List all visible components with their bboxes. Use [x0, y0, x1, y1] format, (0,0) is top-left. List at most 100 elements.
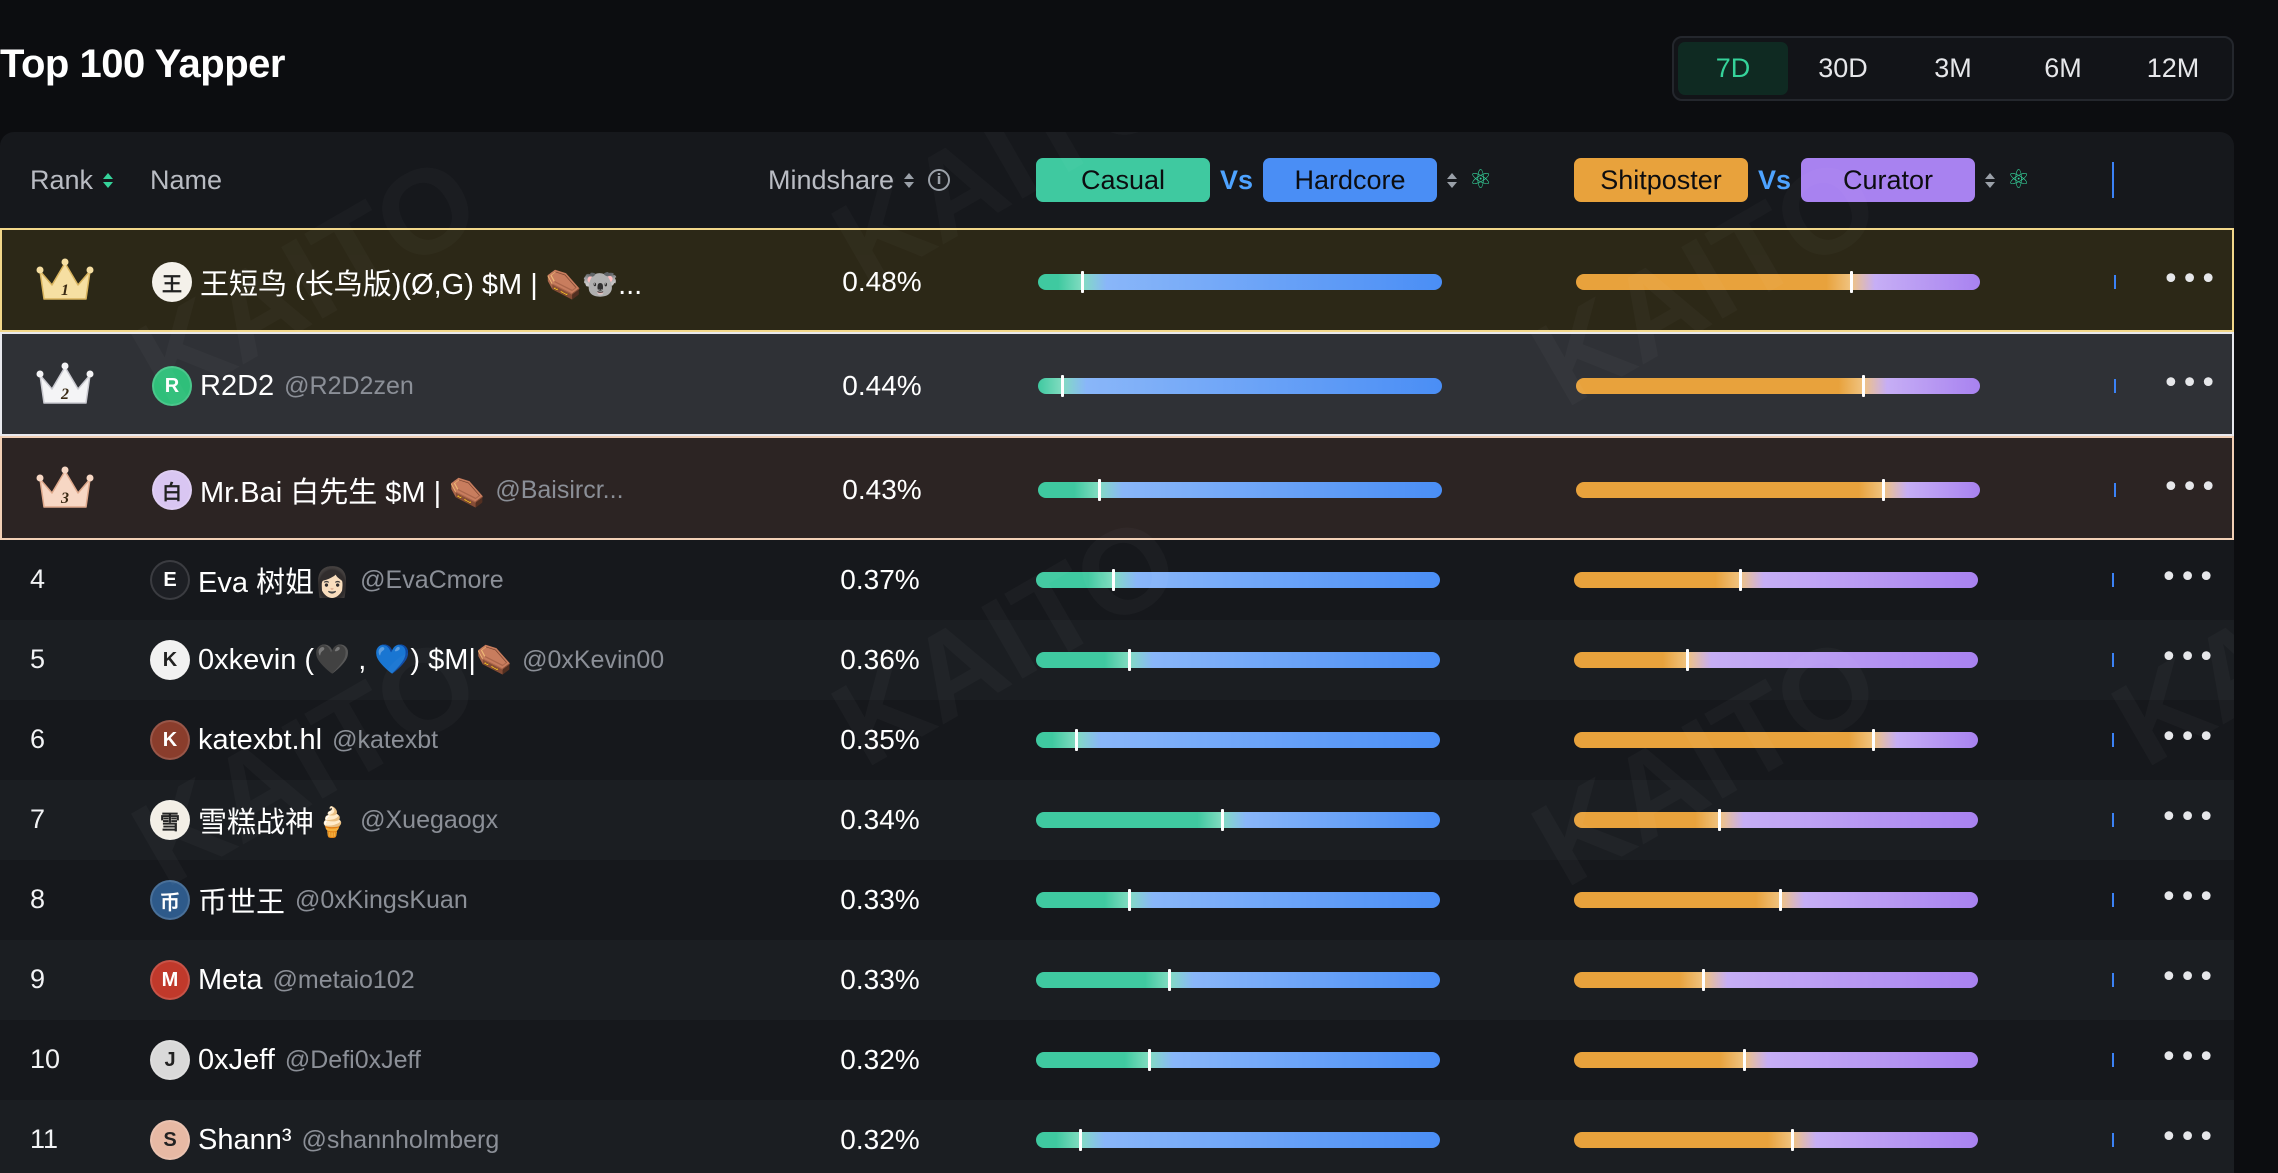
mindshare-column-header[interactable]: Mindshare i	[768, 132, 951, 228]
display-name[interactable]: Mr.Bai 白先生 $M | ⚰️	[200, 477, 486, 509]
user-name-cell[interactable]: 币币世王 @0xKingsKuan	[150, 879, 468, 921]
display-name[interactable]: 0xkevin (🖤 , 💙) $M|⚰️	[198, 644, 513, 676]
display-name[interactable]: Meta	[198, 963, 263, 996]
bar-marker	[1168, 969, 1172, 991]
avatar[interactable]: K	[150, 640, 190, 680]
period-tab-3m[interactable]: 3M	[1934, 53, 1972, 83]
table-row[interactable]: 4 E Eva 树姐👩🏻 @EvaCmore 0.37% •••	[0, 540, 2234, 620]
user-handle[interactable]: @katexbt	[332, 725, 439, 754]
user-handle[interactable]: @metaio102	[272, 965, 415, 994]
rank-column-header[interactable]: Rank	[30, 132, 114, 228]
avatar[interactable]: K	[150, 720, 190, 760]
avatar[interactable]: 白	[152, 470, 192, 510]
mindshare-value: 0.32%	[840, 1044, 920, 1075]
info-icon[interactable]: i	[928, 169, 951, 191]
table-row[interactable]: 1 王王短鸟 (长鸟版)(Ø,G) $M | ⚰️🐨... 0.48% •••	[0, 228, 2234, 332]
more-options-icon[interactable]: •••	[2162, 470, 2219, 505]
more-options-icon[interactable]: •••	[2160, 960, 2217, 995]
avatar[interactable]: R	[152, 366, 192, 406]
table-row[interactable]: 7 雪雪糕战神🍦 @Xuegaogx 0.34% •••	[0, 780, 2234, 860]
sort-icon[interactable]	[904, 172, 915, 188]
shitposter-curator-column-header[interactable]: Shitposter Vs Curator ⚛	[1574, 132, 2030, 228]
user-handle[interactable]: @shannholmberg	[301, 1125, 500, 1154]
bar-marker	[1148, 1049, 1152, 1071]
table-row[interactable]: 11 S Shann³ @shannholmberg 0.32% •••	[0, 1100, 2234, 1173]
display-name[interactable]: 币世王	[198, 887, 286, 919]
shitposter-curator-bar	[1574, 969, 1978, 991]
bar-marker	[1127, 649, 1131, 671]
shitposter-curator-bar	[1574, 569, 1978, 591]
display-name[interactable]: 雪糕战神🍦	[198, 807, 351, 839]
rank-number: 7	[30, 804, 46, 834]
more-options-icon[interactable]: •••	[2160, 880, 2217, 915]
display-name[interactable]: 王短鸟 (长鸟版)(Ø,G) $M | ⚰️🐨...	[200, 269, 643, 301]
more-options-icon[interactable]: •••	[2160, 800, 2217, 835]
avatar[interactable]: M	[150, 960, 190, 1000]
avatar[interactable]: 雪	[150, 800, 190, 840]
atom-icon[interactable]: ⚛	[2007, 165, 2031, 195]
period-tab-7d[interactable]: 7D	[1678, 42, 1788, 95]
user-name-cell[interactable]: 雪雪糕战神🍦 @Xuegaogx	[150, 799, 498, 841]
avatar[interactable]: S	[150, 1120, 190, 1160]
casual-hardcore-column-header[interactable]: Casual Vs Hardcore ⚛	[1036, 132, 1492, 228]
user-name-cell[interactable]: S Shann³ @shannholmberg	[150, 1119, 499, 1161]
user-name-cell[interactable]: M Meta @metaio102	[150, 959, 415, 1001]
display-name[interactable]: R2D2	[200, 369, 275, 402]
column-divider	[2112, 733, 2114, 747]
more-options-icon[interactable]: •••	[2162, 262, 2219, 297]
bar-marker	[1738, 569, 1742, 591]
table-row[interactable]: 10 J 0xJeff @Defi0xJeff 0.32% •••	[0, 1020, 2234, 1100]
table-row[interactable]: 5 K 0xkevin (🖤 , 💙) $M|⚰️ @0xKevin00 0.36% ••…	[0, 620, 2234, 700]
display-name[interactable]: Eva 树姐👩🏻	[198, 567, 351, 599]
more-options-icon[interactable]: •••	[2162, 366, 2219, 401]
casual-pill: Casual	[1036, 158, 1210, 202]
sort-icon[interactable]	[1985, 172, 1996, 188]
display-name[interactable]: Shann³	[198, 1123, 292, 1156]
user-name-cell[interactable]: 白 Mr.Bai 白先生 $M | ⚰️ @Baisircr...	[152, 469, 624, 511]
rank-number: 4	[30, 564, 46, 594]
user-handle[interactable]: @Baisircr...	[495, 475, 624, 504]
more-options-icon[interactable]: •••	[2160, 720, 2217, 755]
more-options-icon[interactable]: •••	[2160, 1040, 2217, 1075]
more-options-icon[interactable]: •••	[2160, 640, 2217, 675]
sort-icon[interactable]	[1447, 172, 1458, 188]
period-tab-30d[interactable]: 30D	[1818, 53, 1868, 83]
display-name[interactable]: katexbt.hl	[198, 723, 323, 756]
avatar[interactable]: E	[150, 560, 190, 600]
user-handle[interactable]: @0xKevin00	[522, 645, 665, 674]
table-row[interactable]: 2 R R2D2 @R2D2zen 0.44% •••	[0, 332, 2234, 436]
user-name-cell[interactable]: E Eva 树姐👩🏻 @EvaCmore	[150, 559, 504, 601]
avatar[interactable]: 币	[150, 880, 190, 920]
period-tab-12m[interactable]: 12M	[2146, 53, 2200, 83]
user-handle[interactable]: @Xuegaogx	[360, 805, 499, 834]
user-name-cell[interactable]: R R2D2 @R2D2zen	[152, 365, 414, 407]
table-row[interactable]: 3 白 Mr.Bai 白先生 $M | ⚰️ @Baisircr... 0.43% ••…	[0, 436, 2234, 540]
user-handle[interactable]: @Defi0xJeff	[284, 1045, 421, 1074]
user-name-cell[interactable]: K 0xkevin (🖤 , 💙) $M|⚰️ @0xKevin00	[150, 639, 664, 681]
more-options-icon[interactable]: •••	[2160, 1120, 2217, 1155]
user-handle[interactable]: @R2D2zen	[284, 371, 414, 400]
bar-marker	[1861, 375, 1865, 397]
column-divider	[2112, 973, 2114, 987]
shitposter-curator-bar	[1576, 479, 1980, 501]
avatar[interactable]: 王	[152, 262, 192, 302]
user-name-cell[interactable]: 王王短鸟 (长鸟版)(Ø,G) $M | ⚰️🐨...	[152, 261, 642, 303]
table-row[interactable]: 8 币币世王 @0xKingsKuan 0.33% •••	[0, 860, 2234, 940]
atom-icon[interactable]: ⚛	[1469, 165, 1493, 195]
bar-marker	[1702, 969, 1706, 991]
period-tab-6m[interactable]: 6M	[2044, 53, 2082, 83]
more-options-icon[interactable]: •••	[2160, 560, 2217, 595]
vs-label: Vs	[1220, 164, 1254, 195]
user-handle[interactable]: @0xKingsKuan	[295, 885, 468, 914]
table-row[interactable]: 9 M Meta @metaio102 0.33% •••	[0, 940, 2234, 1020]
user-name-cell[interactable]: J 0xJeff @Defi0xJeff	[150, 1039, 421, 1081]
user-handle[interactable]: @EvaCmore	[360, 565, 504, 594]
sort-icon[interactable]	[103, 172, 114, 188]
avatar[interactable]: J	[150, 1040, 190, 1080]
mindshare-value: 0.35%	[840, 724, 920, 755]
hardcore-pill: Hardcore	[1263, 158, 1438, 202]
shitposter-curator-bar	[1574, 729, 1978, 751]
display-name[interactable]: 0xJeff	[198, 1043, 275, 1076]
